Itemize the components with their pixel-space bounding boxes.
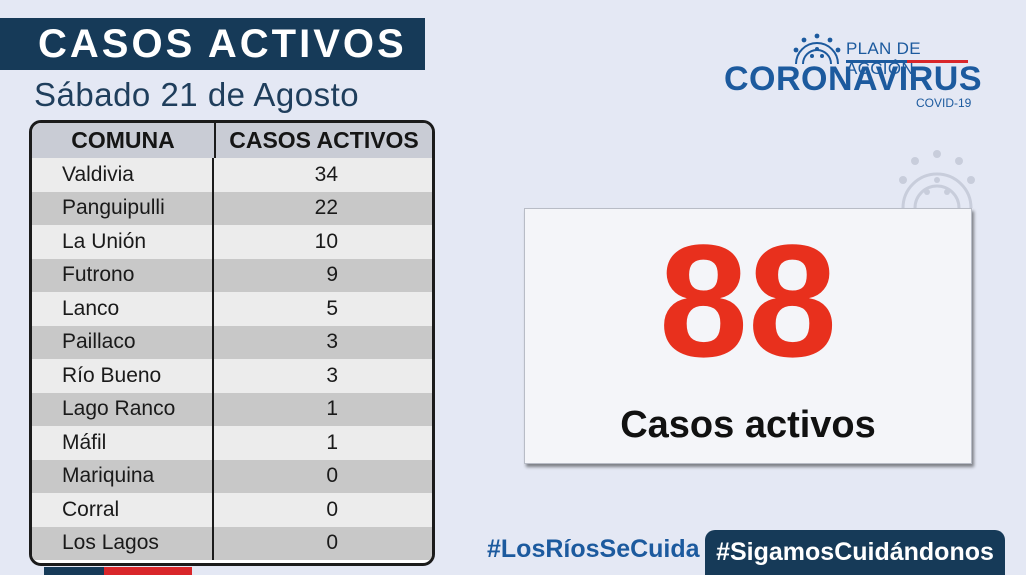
- logo-sub: COVID-19: [916, 96, 972, 110]
- cell-comuna: Lago Ranco: [32, 392, 214, 426]
- cell-casos: 3: [326, 330, 338, 354]
- cell-casos: 0: [326, 464, 338, 488]
- table-row: Valdivia 34: [32, 158, 432, 192]
- flag-stripe: [44, 567, 192, 575]
- cell-comuna: La Unión: [32, 225, 214, 259]
- cell-casos: 5: [326, 296, 338, 320]
- logo-name: CORONAVIRUS: [724, 60, 982, 98]
- cell-casos: 0: [326, 497, 338, 521]
- cell-comuna: Valdivia: [32, 158, 214, 192]
- cell-comuna: Corral: [32, 493, 214, 527]
- table-row: Lago Ranco 1: [32, 392, 432, 426]
- table-row: Lanco 5: [32, 292, 432, 326]
- total-value: 88: [659, 211, 837, 390]
- table-row: Río Bueno 3: [32, 359, 432, 393]
- cell-comuna: Paillaco: [32, 325, 214, 359]
- cell-comuna: Futrono: [32, 258, 214, 292]
- page-title: CASOS ACTIVOS: [38, 22, 407, 66]
- stripe-red: [104, 567, 192, 575]
- table-row: La Unión 10: [32, 225, 432, 259]
- cell-comuna: Panguipulli: [32, 191, 214, 225]
- logo: PLAN DE ACCIÓN CORONAVIRUS COVID-19: [722, 30, 982, 110]
- table-row: Corral 0: [32, 493, 432, 527]
- table-row: Paillaco 3: [32, 325, 432, 359]
- header-comuna: COMUNA: [32, 123, 216, 158]
- table-row: Futrono 9: [32, 258, 432, 292]
- cell-comuna: Río Bueno: [32, 359, 214, 393]
- table-row: Los Lagos 0: [32, 526, 432, 560]
- hashtag-los-rios: #LosRíosSeCuida: [487, 535, 700, 563]
- cell-comuna: Máfil: [32, 426, 214, 460]
- virus-icon: [793, 33, 841, 65]
- cell-casos: 1: [326, 430, 338, 454]
- date-subtitle: Sábado 21 de Agosto: [34, 76, 360, 113]
- cell-casos: 22: [314, 196, 338, 220]
- cell-comuna: Los Lagos: [32, 526, 214, 560]
- table-header: COMUNA CASOS ACTIVOS: [32, 123, 432, 158]
- cell-casos: 0: [326, 531, 338, 555]
- logo-divider: [846, 60, 968, 63]
- table-body: Valdivia 34 Panguipulli 22 La Unión 10 Futr…: [32, 158, 432, 560]
- background-virus-icon: [899, 150, 975, 209]
- hashtag-sigamos: #SigamosCuidándonos: [705, 530, 1005, 575]
- cell-casos: 3: [326, 363, 338, 387]
- table-row: Máfil 1: [32, 426, 432, 460]
- cell-comuna: Lanco: [32, 292, 214, 326]
- logo-plan: PLAN DE ACCIÓN: [846, 39, 921, 78]
- header-casos: CASOS ACTIVOS: [229, 127, 419, 153]
- table-row: Mariquina 0: [32, 459, 432, 493]
- cell-casos: 1: [326, 397, 338, 421]
- cell-casos: 34: [314, 162, 338, 186]
- stripe-blue: [44, 567, 104, 575]
- total-card: 88 Casos activos: [524, 208, 972, 464]
- cell-casos: 10: [314, 229, 338, 253]
- cases-table: COMUNA CASOS ACTIVOS Valdivia 34 Panguipu…: [29, 120, 435, 566]
- title-banner: CASOS ACTIVOS: [0, 18, 425, 70]
- table-row: Panguipulli 22: [32, 191, 432, 225]
- cell-comuna: Mariquina: [32, 459, 214, 493]
- total-label: Casos activos: [620, 404, 876, 446]
- cell-casos: 9: [326, 263, 338, 287]
